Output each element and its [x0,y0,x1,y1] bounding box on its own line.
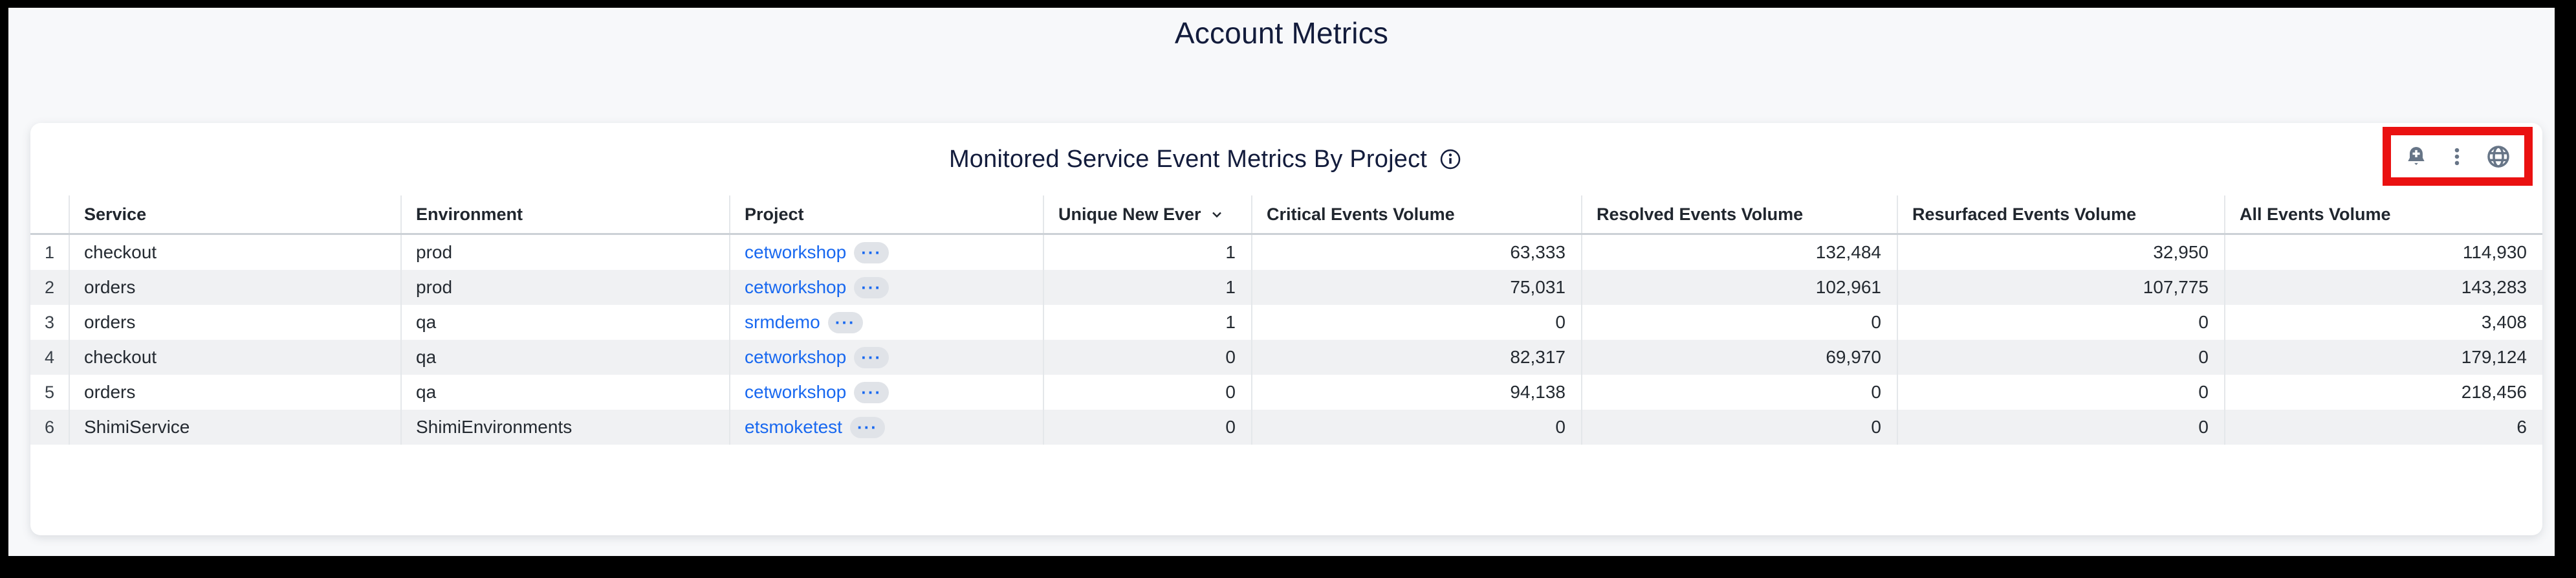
cell-resolved: 132,484 [1581,235,1897,270]
table-row: 5 orders qa cetworkshop ··· 0 94,138 0 0… [30,375,2542,410]
table-body: 1 checkout prod cetworkshop ··· 1 63,333… [30,235,2542,445]
cell-unique-new: 1 [1043,270,1251,305]
cell-environment: prod [400,270,729,305]
project-link[interactable]: srmdemo [745,312,820,332]
table-row: 1 checkout prod cetworkshop ··· 1 63,333… [30,235,2542,270]
cell-resolved: 0 [1581,305,1897,340]
cell-resolved: 0 [1581,410,1897,445]
cell-resurfaced: 32,950 [1897,235,2224,270]
cell-service: ShimiService [69,410,400,445]
project-actions-badge[interactable]: ··· [827,311,863,333]
table-row: 6 ShimiService ShimiEnvironments etsmoke… [30,410,2542,445]
cell-all-events: 179,124 [2224,340,2542,375]
cell-service: orders [69,375,400,410]
cell-environment: qa [400,375,729,410]
cell-unique-new: 0 [1043,340,1251,375]
table-header-row: Service Environment Project Unique New E… [30,195,2542,235]
cell-environment: qa [400,305,729,340]
cell-resurfaced: 0 [1897,410,2224,445]
project-actions-badge[interactable]: ··· [854,276,890,298]
cell-project: srmdemo ··· [729,305,1043,340]
column-header-resolved[interactable]: Resolved Events Volume [1581,195,1897,233]
project-actions-badge[interactable]: ··· [854,241,890,263]
cell-project: cetworkshop ··· [729,270,1043,305]
cell-project: cetworkshop ··· [729,340,1043,375]
sort-descending-chevron-down-icon[interactable] [1209,206,1225,222]
row-number: 2 [44,277,55,297]
column-header-project[interactable]: Project [729,195,1043,233]
column-header-environment[interactable]: Environment [400,195,729,233]
row-number: 3 [44,312,55,332]
cell-all-events: 218,456 [2224,375,2542,410]
project-link[interactable]: cetworkshop [745,382,847,402]
cell-resurfaced: 0 [1897,375,2224,410]
cell-service: orders [69,270,400,305]
annotation-highlight-box [2383,127,2533,186]
row-number: 5 [44,382,55,402]
cell-project: cetworkshop ··· [729,375,1043,410]
column-header-rownum [30,195,69,233]
project-actions-badge[interactable]: ··· [849,416,885,438]
panel-title: Monitored Service Event Metrics By Proje… [948,145,1428,173]
cell-resolved: 0 [1581,375,1897,410]
column-header-all-events[interactable]: All Events Volume [2224,195,2542,233]
cell-resolved: 69,970 [1581,340,1897,375]
cell-environment: qa [400,340,729,375]
cell-critical: 82,317 [1251,340,1581,375]
cell-resurfaced: 0 [1897,340,2224,375]
column-header-unique-new[interactable]: Unique New Ever [1043,195,1251,233]
row-number: 1 [44,242,55,262]
cell-environment: prod [400,235,729,270]
globe-icon[interactable] [2485,144,2511,170]
cell-project: cetworkshop ··· [729,235,1043,270]
column-header-critical[interactable]: Critical Events Volume [1251,195,1581,233]
cell-unique-new: 0 [1043,410,1251,445]
cell-project: etsmoketest ··· [729,410,1043,445]
cell-critical: 0 [1251,410,1581,445]
cell-unique-new: 0 [1043,375,1251,410]
project-link[interactable]: cetworkshop [745,242,847,262]
cell-critical: 75,031 [1251,270,1581,305]
cell-all-events: 143,283 [2224,270,2542,305]
cell-service: checkout [69,235,400,270]
bell-plus-icon[interactable] [2404,144,2429,169]
panel-card: Monitored Service Event Metrics By Proje… [30,123,2542,535]
project-link[interactable]: cetworkshop [745,277,847,297]
dashboard-screen: Account Metrics Monitored Service Event … [8,8,2555,556]
cell-critical: 63,333 [1251,235,1581,270]
table-row: 2 orders prod cetworkshop ··· 1 75,031 1… [30,270,2542,305]
cell-critical: 0 [1251,305,1581,340]
cell-all-events: 3,408 [2224,305,2542,340]
cell-environment: ShimiEnvironments [400,410,729,445]
kebab-menu-icon[interactable] [2446,146,2468,168]
cell-all-events: 6 [2224,410,2542,445]
project-actions-badge[interactable]: ··· [854,381,890,403]
cell-unique-new: 1 [1043,235,1251,270]
row-number: 4 [44,347,55,367]
column-header-resurfaced[interactable]: Resurfaced Events Volume [1897,195,2224,233]
cell-resolved: 102,961 [1581,270,1897,305]
project-link[interactable]: etsmoketest [745,417,842,437]
cell-unique-new: 1 [1043,305,1251,340]
cell-service: orders [69,305,400,340]
info-icon[interactable] [1439,148,1462,171]
cell-resurfaced: 0 [1897,305,2224,340]
project-actions-badge[interactable]: ··· [854,346,890,368]
cell-critical: 94,138 [1251,375,1581,410]
project-link[interactable]: cetworkshop [745,347,847,367]
cell-service: checkout [69,340,400,375]
table-row: 3 orders qa srmdemo ··· 1 0 0 0 3,408 [30,305,2542,340]
cell-resurfaced: 107,775 [1897,270,2224,305]
row-number: 6 [44,417,55,437]
column-header-service[interactable]: Service [69,195,400,233]
page-title: Account Metrics [1174,16,1389,50]
cell-all-events: 114,930 [2224,235,2542,270]
table-row: 4 checkout qa cetworkshop ··· 0 82,317 6… [30,340,2542,375]
metrics-table: Service Environment Project Unique New E… [30,195,2542,445]
panel-header: Monitored Service Event Metrics By Proje… [30,123,2542,195]
